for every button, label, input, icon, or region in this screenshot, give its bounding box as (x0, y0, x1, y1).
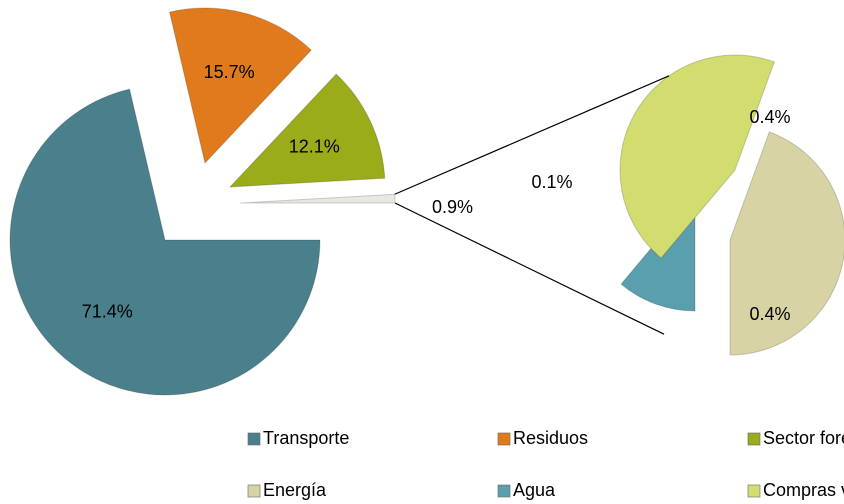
data-label: 71.4% (82, 302, 133, 322)
legend-swatch (747, 484, 761, 498)
pie-slice (239, 193, 396, 204)
legend-label: Compras verdes (763, 480, 844, 500)
data-label: 0.1% (531, 172, 572, 192)
pie-slice (168, 7, 312, 165)
connector-line (394, 202, 665, 335)
pie-slice (619, 54, 775, 259)
legend-swatch (497, 432, 511, 446)
legend-label: Sector forestal (763, 428, 844, 448)
data-label: 0.9% (432, 197, 473, 217)
pie-slice (228, 73, 386, 188)
data-label: 12.1% (289, 136, 340, 156)
legend-swatch (747, 432, 761, 446)
legend-swatch (247, 484, 261, 498)
legend-swatch (497, 484, 511, 498)
legend-label: Transporte (263, 428, 349, 448)
pie-slice (729, 131, 844, 356)
legend-label: Residuos (513, 428, 588, 448)
data-label: 0.4% (749, 107, 790, 127)
legend-label: Agua (513, 480, 556, 500)
data-label: 0.4% (749, 304, 790, 324)
legend-swatch (247, 432, 261, 446)
connector-line (394, 75, 670, 195)
data-label: 15.7% (204, 62, 255, 82)
pie-slice (9, 88, 321, 396)
legend-label: Energía (263, 480, 327, 500)
